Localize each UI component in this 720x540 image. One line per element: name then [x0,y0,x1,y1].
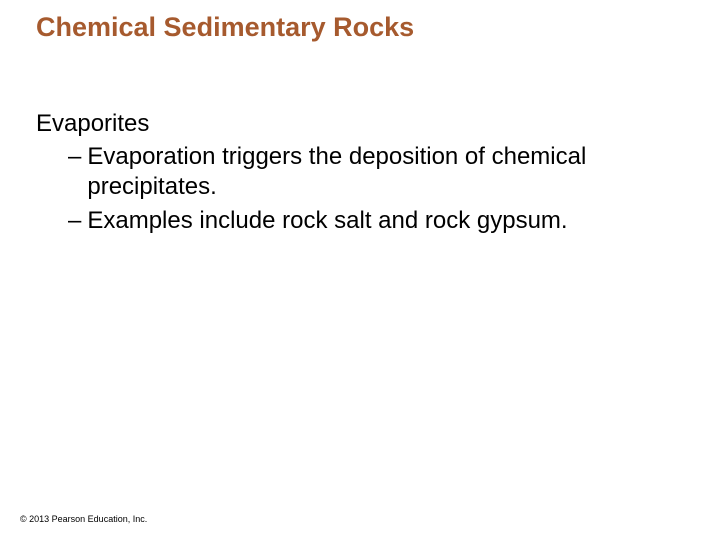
bullet-text: Evaporation triggers the deposition of c… [87,142,684,202]
topic-heading: Evaporites [36,110,684,138]
copyright-text: © 2013 Pearson Education, Inc. [20,514,147,524]
slide-title: Chemical Sedimentary Rocks [36,12,414,43]
bullet-item: – Examples include rock salt and rock gy… [36,206,684,236]
bullet-item: – Evaporation triggers the deposition of… [36,142,684,202]
bullet-text: Examples include rock salt and rock gyps… [87,206,684,236]
dash-icon: – [68,206,87,236]
dash-icon: – [68,142,87,202]
content-area: Evaporites – Evaporation triggers the de… [36,110,684,240]
